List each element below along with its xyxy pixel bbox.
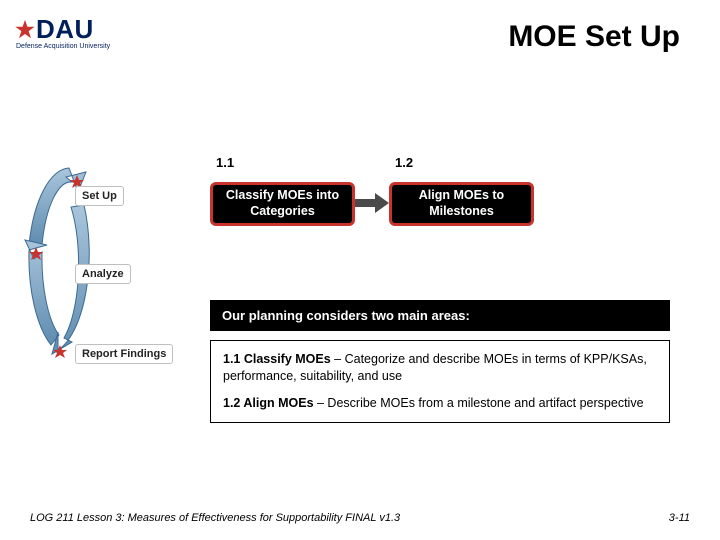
footer-left: LOG 211 Lesson 3: Measures of Effectiven… bbox=[30, 512, 400, 524]
stage-label-analyze: Analyze bbox=[75, 264, 131, 284]
logo-star-icon bbox=[14, 19, 36, 41]
detail-line-1: 1.1 Classify MOEs – Categorize and descr… bbox=[223, 351, 657, 385]
slide-title: MOE Set Up bbox=[508, 20, 680, 54]
stage-label-setup: Set Up bbox=[75, 186, 124, 206]
flow-box-align: Align MOEs to Milestones bbox=[389, 182, 534, 226]
flow-row: 1.1 Classify MOEs into Categories 1.2 Al… bbox=[210, 155, 534, 226]
flow-num-1: 1.1 bbox=[216, 155, 234, 170]
detail-line-2: 1.2 Align MOEs – Describe MOEs from a mi… bbox=[223, 395, 657, 412]
logo-tagline: Defense Acquisition University bbox=[16, 43, 110, 50]
flow-num-2: 1.2 bbox=[395, 155, 413, 170]
footer-right: 3-11 bbox=[669, 512, 690, 524]
detail-lead-1: 1.1 Classify MOEs bbox=[223, 352, 331, 366]
flow-item-2: 1.2 Align MOEs to Milestones bbox=[389, 155, 534, 226]
details-box: 1.1 Classify MOEs – Categorize and descr… bbox=[210, 340, 670, 423]
flow-box-classify: Classify MOEs into Categories bbox=[210, 182, 355, 226]
process-cycle-diagram: Set Up Analyze Report Findings bbox=[20, 150, 170, 350]
dau-logo: DAU Defense Acquisition University bbox=[14, 14, 110, 50]
flow-arrow-icon bbox=[355, 193, 389, 213]
logo-text: DAU bbox=[36, 14, 94, 45]
detail-lead-2: 1.2 Align MOEs bbox=[223, 396, 314, 410]
slide-footer: LOG 211 Lesson 3: Measures of Effectiven… bbox=[0, 512, 720, 524]
detail-rest-2: – Describe MOEs from a milestone and art… bbox=[314, 396, 644, 410]
stage-label-report: Report Findings bbox=[75, 344, 173, 364]
planning-banner: Our planning considers two main areas: bbox=[210, 300, 670, 331]
flow-item-1: 1.1 Classify MOEs into Categories bbox=[210, 155, 355, 226]
